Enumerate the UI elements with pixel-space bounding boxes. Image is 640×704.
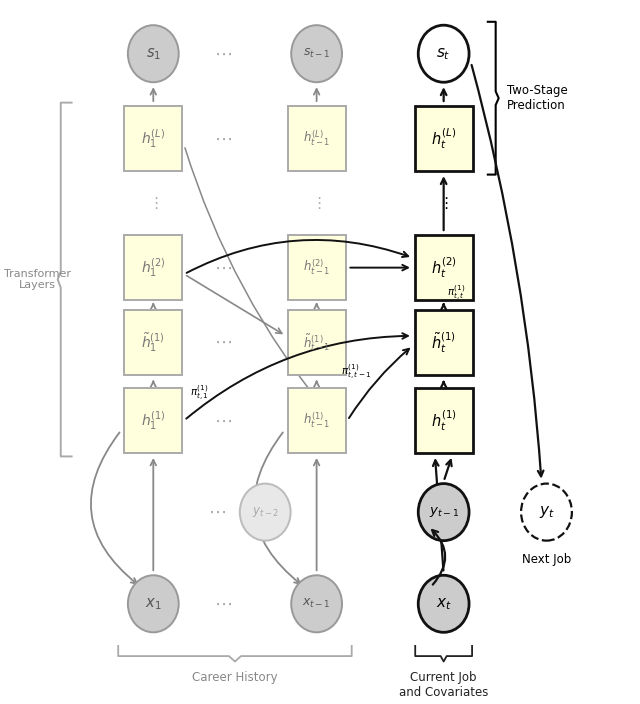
- FancyBboxPatch shape: [124, 310, 182, 375]
- FancyBboxPatch shape: [287, 106, 346, 171]
- Text: $\tilde{h}_t^{(1)}$: $\tilde{h}_t^{(1)}$: [431, 330, 456, 355]
- Text: $h_1^{(L)}$: $h_1^{(L)}$: [141, 127, 165, 150]
- Text: $x_{t-1}$: $x_{t-1}$: [302, 597, 331, 610]
- Text: $\cdots$: $\cdots$: [214, 595, 232, 612]
- Circle shape: [291, 25, 342, 82]
- Text: $\pi_{t,t-1}^{(1)}$: $\pi_{t,t-1}^{(1)}$: [341, 363, 371, 382]
- Text: $\cdots$: $\cdots$: [214, 130, 232, 148]
- Text: $s_{t-1}$: $s_{t-1}$: [303, 47, 330, 61]
- Text: $\cdots$: $\cdots$: [214, 45, 232, 63]
- Text: $\cdots$: $\cdots$: [208, 503, 226, 521]
- Text: $\cdots$: $\cdots$: [214, 258, 232, 277]
- Text: $s_t$: $s_t$: [436, 46, 451, 61]
- FancyBboxPatch shape: [287, 388, 346, 453]
- Text: $x_1$: $x_1$: [145, 596, 161, 612]
- FancyBboxPatch shape: [415, 388, 473, 453]
- Text: $s_1$: $s_1$: [146, 46, 161, 61]
- FancyBboxPatch shape: [124, 388, 182, 453]
- Circle shape: [240, 484, 291, 541]
- FancyBboxPatch shape: [124, 235, 182, 300]
- Text: $y_{t-2}$: $y_{t-2}$: [252, 505, 278, 519]
- Text: $\vdots$: $\vdots$: [438, 195, 449, 211]
- FancyBboxPatch shape: [415, 310, 473, 375]
- FancyBboxPatch shape: [124, 106, 182, 171]
- Text: $\cdots$: $\cdots$: [214, 333, 232, 351]
- Text: Career History: Career History: [192, 671, 278, 684]
- Text: $h_t^{(2)}$: $h_t^{(2)}$: [431, 256, 457, 280]
- Text: $y_{t-1}$: $y_{t-1}$: [429, 505, 459, 519]
- Circle shape: [521, 484, 572, 541]
- Circle shape: [128, 575, 179, 632]
- Circle shape: [128, 25, 179, 82]
- Circle shape: [419, 484, 469, 541]
- Text: $\vdots$: $\vdots$: [148, 195, 159, 211]
- Text: $y_t$: $y_t$: [538, 504, 554, 520]
- Text: Transformer
Layers: Transformer Layers: [4, 269, 70, 290]
- Text: $\tilde{h}_{t-1}^{(1)}$: $\tilde{h}_{t-1}^{(1)}$: [303, 332, 330, 353]
- Text: $h_1^{(2)}$: $h_1^{(2)}$: [141, 256, 166, 279]
- Text: Next Job: Next Job: [522, 553, 571, 566]
- FancyBboxPatch shape: [287, 235, 346, 300]
- Text: $h_1^{(1)}$: $h_1^{(1)}$: [141, 409, 166, 432]
- Text: $\cdots$: $\cdots$: [214, 411, 232, 429]
- Text: $h_t^{(L)}$: $h_t^{(L)}$: [431, 126, 456, 151]
- Text: $h_{t-1}^{(L)}$: $h_{t-1}^{(L)}$: [303, 129, 330, 149]
- FancyBboxPatch shape: [415, 106, 473, 171]
- Text: $\tilde{h}_1^{(1)}$: $\tilde{h}_1^{(1)}$: [141, 331, 165, 353]
- Text: $h_t^{(1)}$: $h_t^{(1)}$: [431, 408, 457, 433]
- Text: Current Job
and Covariates: Current Job and Covariates: [399, 671, 488, 699]
- FancyBboxPatch shape: [287, 310, 346, 375]
- Text: $\pi_{t,t}^{(1)}$: $\pi_{t,t}^{(1)}$: [447, 284, 465, 303]
- Circle shape: [419, 575, 469, 632]
- Text: $\pi_{t,1}^{(1)}$: $\pi_{t,1}^{(1)}$: [189, 384, 209, 403]
- Text: $h_{t-1}^{(1)}$: $h_{t-1}^{(1)}$: [303, 410, 330, 430]
- Text: $\vdots$: $\vdots$: [312, 195, 322, 211]
- Circle shape: [419, 25, 469, 82]
- Text: $h_{t-1}^{(2)}$: $h_{t-1}^{(2)}$: [303, 258, 330, 277]
- FancyBboxPatch shape: [415, 235, 473, 300]
- Text: $x_t$: $x_t$: [436, 596, 452, 612]
- Text: Two-Stage
Prediction: Two-Stage Prediction: [507, 84, 568, 112]
- Circle shape: [291, 575, 342, 632]
